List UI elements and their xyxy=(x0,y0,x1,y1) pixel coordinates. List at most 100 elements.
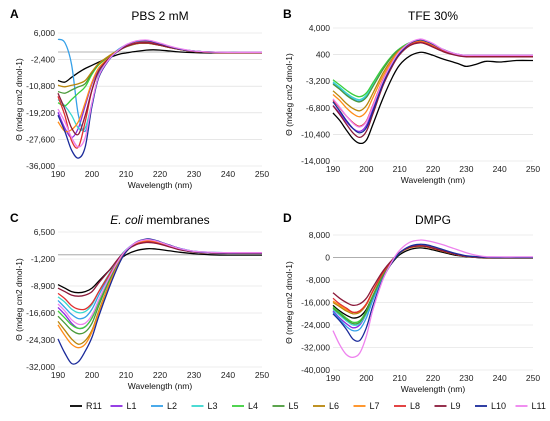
legend-label-l11: L11 xyxy=(532,401,546,411)
y-tick-label: -24,300 xyxy=(26,335,55,345)
series-line-l11 xyxy=(332,239,533,359)
series-line-l4 xyxy=(332,40,533,98)
x-axis-title: Wavelength (nm) xyxy=(128,180,193,190)
series-line-l3 xyxy=(332,39,533,101)
panel-title: PBS 2 mM xyxy=(131,9,188,23)
panel-title: TFE 30% xyxy=(408,9,458,23)
series-line-l3 xyxy=(57,239,262,314)
x-axis-title: Wavelength (nm) xyxy=(401,384,466,394)
series-line-l10 xyxy=(57,39,262,159)
x-tick-label: 210 xyxy=(393,373,407,383)
series-line-l8 xyxy=(57,241,262,311)
y-axis-title: Θ (mdeg cm2 dmol-1) xyxy=(284,261,294,344)
series-line-l8 xyxy=(332,41,533,127)
x-tick-label: 200 xyxy=(359,164,373,174)
x-tick-label: 250 xyxy=(255,169,269,179)
legend-label-l8: L8 xyxy=(410,401,420,411)
legend-label-l5: L5 xyxy=(289,401,299,411)
legend-label-l4: L4 xyxy=(248,401,258,411)
series-line-r11 xyxy=(332,51,534,145)
x-tick-label: 210 xyxy=(393,164,407,174)
x-tick-label: 230 xyxy=(187,370,201,380)
panel-title-italic: E. coli xyxy=(110,213,143,227)
series-line-l11 xyxy=(57,238,262,326)
y-tick-label: -2,400 xyxy=(31,55,55,65)
x-tick-label: 240 xyxy=(221,169,235,179)
legend-label-l6: L6 xyxy=(329,401,339,411)
x-tick-label: 250 xyxy=(526,164,540,174)
panel-c: C E. coli membranes -32,000 -24,300 -16,600 -… xyxy=(10,211,269,391)
y-tick-label: -8,900 xyxy=(31,281,55,291)
series-line-l2 xyxy=(332,39,533,102)
x-tick-label: 200 xyxy=(85,169,99,179)
panel-letter: C xyxy=(10,211,19,225)
x-axis-title: Wavelength (nm) xyxy=(401,175,466,185)
x-tick-label: 220 xyxy=(153,370,167,380)
y-tick-label: -19,200 xyxy=(26,108,55,118)
x-tick-label: 190 xyxy=(51,370,65,380)
y-tick-label: 0 xyxy=(325,253,330,263)
y-tick-label: -1,200 xyxy=(31,254,55,264)
y-tick-label: 6,500 xyxy=(34,227,56,237)
y-tick-label: -32,000 xyxy=(301,343,330,353)
legend-label-l1: L1 xyxy=(127,401,137,411)
y-tick-label: -40,000 xyxy=(301,365,330,375)
y-tick-label: -27,600 xyxy=(26,134,55,144)
y-axis-title: Θ (mdeg cm2 dmol-1) xyxy=(284,53,294,136)
x-tick-label: 200 xyxy=(359,373,373,383)
series-line-r11 xyxy=(57,247,262,294)
y-tick-label: -32,000 xyxy=(26,362,55,372)
y-axis-title: Θ (mdeg cm2 dmol-1) xyxy=(14,58,24,141)
panel-a: A PBS 2 mM -36,000 -27,600 -19,200 -10,800 -2,… xyxy=(10,7,269,190)
series-line-l9 xyxy=(332,245,533,306)
x-tick-label: 250 xyxy=(255,370,269,380)
panel-title-rest: membranes xyxy=(143,213,210,227)
y-tick-label: 6,000 xyxy=(34,28,56,38)
x-tick-label: 230 xyxy=(187,169,201,179)
series-line-l10 xyxy=(332,39,533,134)
series-line-l10 xyxy=(332,243,533,342)
series-line-r11 xyxy=(57,49,262,83)
series-line-l9 xyxy=(332,42,534,139)
legend: R11 L1 L2 L3 L4 L5 L6 L7 L8 L9 L10 L11 xyxy=(70,401,546,411)
y-tick-label: 400 xyxy=(316,50,330,60)
y-tick-label: 4,000 xyxy=(309,23,331,33)
x-tick-label: 200 xyxy=(85,370,99,380)
x-tick-label: 210 xyxy=(119,370,133,380)
x-tick-label: 240 xyxy=(493,164,507,174)
x-tick-label: 220 xyxy=(153,169,167,179)
panel-title: E. coli membranes xyxy=(110,213,209,227)
y-tick-label: -24,000 xyxy=(301,320,330,330)
y-tick-label: -16,600 xyxy=(26,308,55,318)
x-tick-label: 220 xyxy=(426,164,440,174)
y-tick-label: -36,000 xyxy=(26,161,55,171)
y-tick-label: -14,000 xyxy=(301,156,330,166)
panel-title: DMPG xyxy=(415,213,451,227)
series-line-l9 xyxy=(57,241,262,297)
x-tick-label: 250 xyxy=(526,373,540,383)
panel-letter: B xyxy=(283,7,292,21)
legend-label-l7: L7 xyxy=(370,401,380,411)
panel-b: B TFE 30% -14,000 -10,400 -6,800 -3,200 400 4,0… xyxy=(283,7,540,185)
series-line-l5 xyxy=(332,40,533,103)
y-tick-label: -10,400 xyxy=(301,129,330,139)
x-tick-label: 230 xyxy=(459,373,473,383)
x-tick-label: 220 xyxy=(426,373,440,383)
y-axis-title: Θ (mdeg cm2 dmol-1) xyxy=(14,258,24,341)
x-tick-label: 190 xyxy=(326,373,340,383)
x-tick-label: 240 xyxy=(221,370,235,380)
legend-label-l9: L9 xyxy=(451,401,461,411)
series-line-l7 xyxy=(332,40,533,118)
y-tick-label: -8,000 xyxy=(306,275,330,285)
x-axis-title: Wavelength (nm) xyxy=(128,381,193,391)
legend-label-l2: L2 xyxy=(167,401,177,411)
series-line-l11 xyxy=(332,38,533,128)
panel-d: D DMPG -40,000 -32,000 -24,000 -16,000 -8,000 0… xyxy=(283,211,540,394)
legend-label-r11: R11 xyxy=(86,401,102,411)
legend-label-l10: L10 xyxy=(491,401,506,411)
x-tick-label: 190 xyxy=(51,169,65,179)
panel-letter: D xyxy=(283,211,292,225)
series-line-l11 xyxy=(57,39,262,148)
series-line-l10 xyxy=(57,238,262,365)
